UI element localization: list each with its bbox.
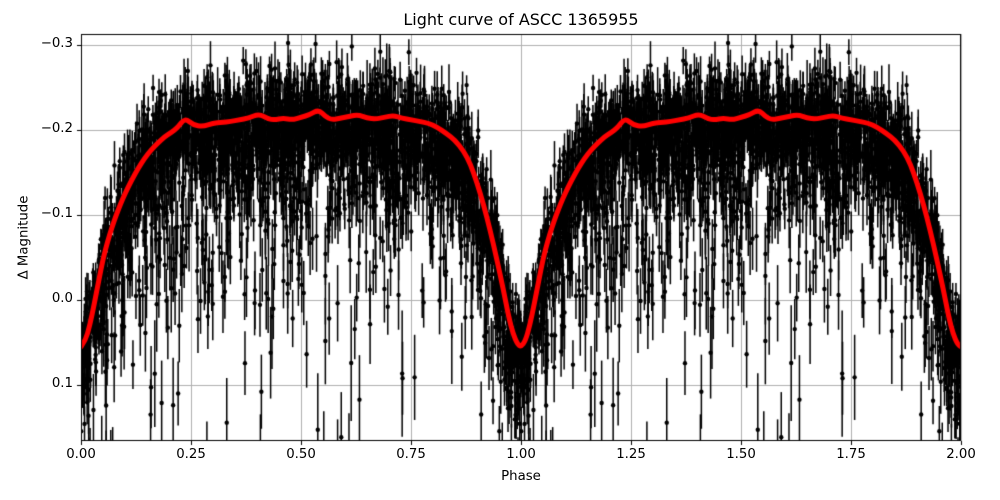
x-tick-label: 0.50 (286, 447, 316, 462)
x-tick-label: 0.75 (396, 447, 426, 462)
y-tick-label: 0.0 (51, 290, 73, 306)
y-tick-label: −0.2 (40, 121, 73, 136)
x-tick-label: 1.50 (726, 447, 756, 462)
y-tick-label: −0.3 (40, 36, 73, 52)
x-tick-label: 1.25 (616, 447, 646, 462)
x-axis-label: Phase (501, 469, 541, 484)
x-tick-label: 0.00 (66, 447, 96, 462)
y-tick-label: 0.1 (51, 375, 73, 391)
x-tick-label: 1.00 (506, 447, 536, 462)
x-tick-label: 1.75 (836, 447, 866, 462)
y-tick-label: −0.1 (40, 205, 73, 221)
x-tick-label: 2.00 (946, 447, 976, 462)
chart-title: Light curve of ASCC 1365955 (403, 10, 639, 29)
x-tick-label: 0.25 (176, 447, 206, 462)
y-axis-label: Δ Magnitude (16, 195, 32, 280)
